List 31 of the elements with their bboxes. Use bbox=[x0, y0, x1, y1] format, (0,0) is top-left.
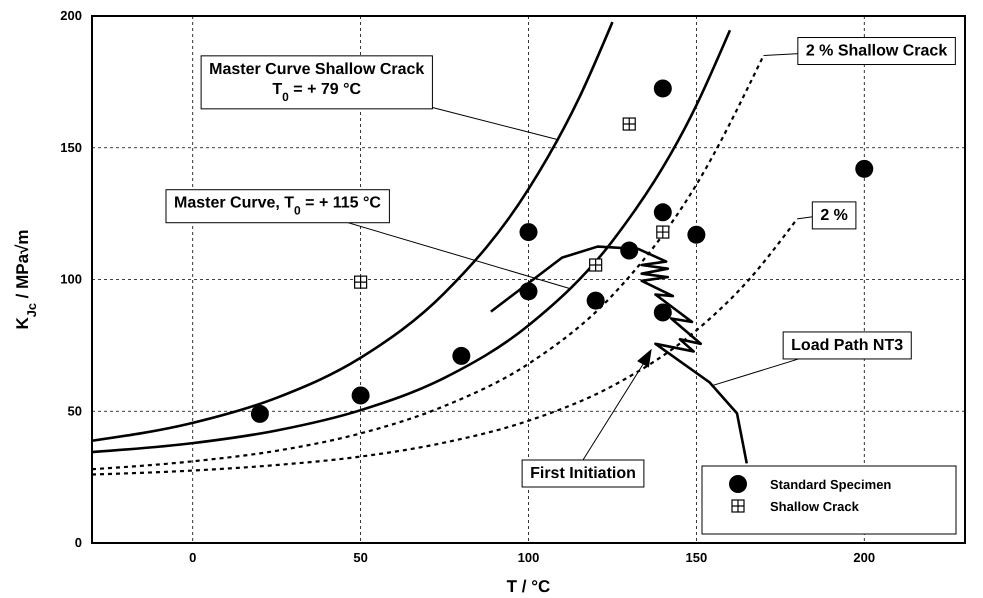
y-tick-label: 50 bbox=[68, 403, 82, 418]
point bbox=[620, 242, 638, 260]
point bbox=[654, 79, 672, 98]
x-tick-label: 150 bbox=[686, 550, 708, 566]
x-axis-title: T / °C bbox=[506, 577, 550, 596]
annotation: First Initiation bbox=[530, 465, 636, 482]
y-tick-label: 150 bbox=[60, 140, 82, 155]
y-tick-label: 0 bbox=[74, 535, 82, 550]
point bbox=[520, 282, 538, 300]
y-tick-label: 200 bbox=[60, 8, 82, 24]
annotation: 2 % bbox=[820, 206, 848, 224]
annotation: Master Curve Shallow Crack T$_{0}$ = + 79 °C bbox=[209, 60, 424, 104]
annotation: 2 % Shallow Crack bbox=[806, 42, 948, 60]
point bbox=[520, 223, 538, 242]
point bbox=[687, 226, 706, 244]
annotation: Master Curve, T$_{0}$ = + 115 °C bbox=[174, 194, 382, 218]
point bbox=[586, 292, 605, 310]
legend-label: Standard Specimen bbox=[770, 477, 892, 492]
point bbox=[855, 160, 874, 178]
x-tick-label: 200 bbox=[853, 550, 876, 566]
y-tick-label: 100 bbox=[60, 272, 82, 287]
point bbox=[452, 346, 470, 365]
x-tick-label: 0 bbox=[189, 550, 196, 566]
annotation: Load Path NT3 bbox=[791, 336, 904, 354]
x-tick-label: 50 bbox=[353, 550, 368, 566]
x-tick-label: 100 bbox=[518, 550, 540, 566]
legend-label: Shallow Crack bbox=[770, 499, 860, 514]
point bbox=[654, 303, 672, 322]
point bbox=[352, 386, 370, 404]
point bbox=[250, 404, 269, 423]
point bbox=[654, 203, 672, 222]
